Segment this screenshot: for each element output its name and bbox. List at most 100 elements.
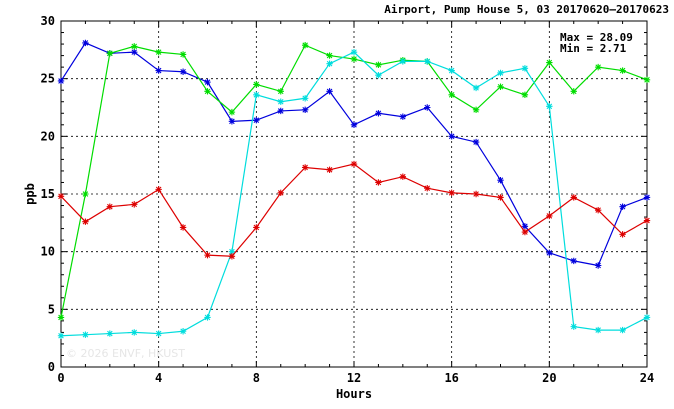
data-point (594, 262, 602, 269)
data-point (106, 330, 114, 337)
data-point (82, 190, 89, 198)
x-tick-label: 20 (542, 371, 556, 385)
axis-ticks (60, 20, 648, 368)
data-point (375, 61, 382, 69)
data-point (82, 331, 89, 338)
data-point (57, 314, 65, 321)
data-point (497, 69, 504, 77)
data-point (155, 48, 162, 56)
max-label: Max = 28.09 (560, 31, 633, 44)
data-point (277, 98, 284, 105)
series-4 (57, 160, 651, 260)
data-point (448, 91, 455, 99)
data-point (301, 106, 309, 114)
data-point (521, 228, 529, 236)
y-axis-title: ppb (23, 183, 37, 205)
data-point (643, 76, 651, 84)
data-point (326, 166, 333, 173)
chart-title: Airport, Pump House 5, 03 20170620—20170… (384, 3, 669, 16)
data-point (350, 48, 358, 56)
data-point (546, 59, 553, 66)
data-point (375, 72, 382, 79)
data-point (570, 323, 577, 330)
data-point (131, 43, 138, 50)
data-point (424, 185, 431, 192)
y-tick-label: 5 (48, 302, 55, 316)
data-point (546, 212, 553, 220)
data-point (521, 223, 529, 230)
data-point (594, 63, 602, 71)
series-1 (57, 39, 651, 269)
data-point (131, 201, 138, 208)
data-point (497, 83, 504, 90)
data-point (277, 88, 284, 95)
data-point (350, 160, 358, 168)
data-point (82, 39, 89, 47)
data-point (570, 194, 577, 201)
data-point (472, 84, 480, 92)
data-point (179, 51, 187, 58)
data-point (82, 218, 89, 225)
data-point (106, 203, 114, 210)
data-point (472, 106, 480, 114)
data-point (375, 179, 382, 186)
data-point (301, 95, 309, 102)
data-point (399, 173, 407, 180)
data-point (253, 116, 260, 124)
data-point (619, 231, 626, 238)
data-point (155, 186, 162, 193)
y-tick-label: 10 (41, 245, 55, 259)
min-label: Min = 2.71 (560, 42, 627, 55)
data-point (546, 103, 553, 110)
data-point (277, 107, 284, 115)
data-point (204, 314, 211, 321)
data-point (350, 121, 358, 128)
data-point (204, 251, 211, 259)
x-tick-label: 16 (444, 371, 458, 385)
data-point (424, 104, 431, 111)
x-tick-label: 4 (155, 371, 162, 385)
x-tick-label: 24 (640, 371, 654, 385)
data-point (155, 67, 162, 74)
x-tick-label: 8 (253, 371, 260, 385)
data-point (472, 138, 480, 146)
data-point (594, 206, 602, 214)
y-tick-label: 20 (41, 129, 55, 143)
x-tick-labels: 0 4 8 12 16 20 24 (57, 371, 654, 385)
x-axis-title: Hours (336, 387, 372, 401)
data-point (399, 113, 407, 120)
data-point (179, 328, 187, 335)
data-point (57, 193, 65, 200)
data-point (326, 60, 333, 67)
data-point (594, 326, 602, 334)
data-point (228, 253, 236, 260)
data-point (204, 88, 211, 95)
data-point (570, 257, 577, 265)
data-point (448, 133, 455, 140)
data-point (277, 189, 284, 197)
data-point (643, 194, 651, 201)
data-point (228, 248, 236, 255)
data-point (57, 77, 65, 85)
data-point (253, 91, 260, 99)
series-3 (57, 48, 651, 339)
data-point (546, 249, 553, 257)
y-tick-label: 15 (41, 187, 55, 201)
x-tick-label: 12 (347, 371, 361, 385)
data-point (570, 88, 577, 95)
data-point (350, 55, 358, 63)
data-point (253, 81, 260, 88)
data-point (521, 65, 529, 72)
data-point (472, 190, 480, 198)
data-point (643, 217, 651, 224)
data-point (179, 224, 187, 231)
data-point (228, 118, 236, 125)
data-point (399, 58, 407, 65)
data-point (643, 314, 651, 321)
y-tick-labels: 0 5 10 15 20 25 30 (41, 14, 55, 374)
data-point (521, 91, 529, 99)
y-tick-label: 0 (48, 360, 55, 374)
data-point (424, 58, 431, 65)
data-point (179, 68, 187, 75)
